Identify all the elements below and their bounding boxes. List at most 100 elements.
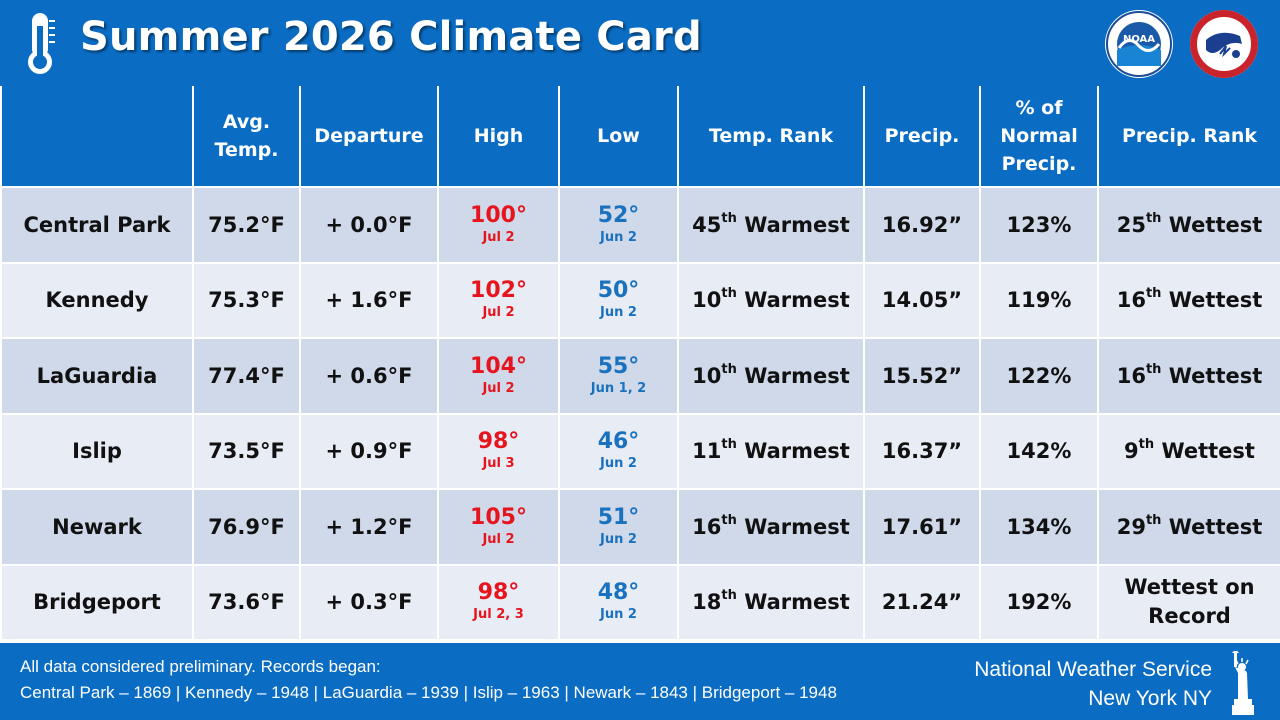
high-temp: 105° [470,504,527,530]
high-temp: 100° [470,202,527,228]
high-cell: 98° Jul 2, 3 [437,563,560,641]
avg-temp: 75.2°F [192,186,301,264]
col-header-precip-rank: Precip. Rank [1097,86,1280,188]
col-header-pct-normal: % of Normal Precip. [979,86,1099,188]
high-temp: 102° [470,278,527,304]
table-header-row: Avg. Temp. Departure High Low Temp. Rank… [0,86,1280,188]
col-header-station [0,86,194,188]
noaa-logo: NOAA [1105,10,1173,78]
avg-temp: 73.6°F [192,563,301,641]
climate-table: Avg. Temp. Departure High Low Temp. Rank… [0,86,1280,641]
table-row: LaGuardia 77.4°F + 0.6°F 104° Jul 2 55° Ju… [0,337,1280,415]
precip-rank: 25th Wettest [1097,186,1280,264]
thermometer-icon [28,13,55,74]
table-row: Bridgeport 73.6°F + 0.3°F 98° Jul 2, 3 48… [0,563,1280,641]
avg-temp: 76.9°F [192,488,301,566]
pct-normal: 119% [979,261,1099,339]
precip: 15.52” [863,337,981,415]
records-began-note: Central Park – 1869 | Kennedy – 1948 | L… [20,683,837,702]
low-date: Jun 1, 2 [590,380,647,396]
col-header-temp-rank: Temp. Rank [677,86,865,188]
avg-temp: 77.4°F [192,337,301,415]
low-cell: 48° Jun 2 [558,563,679,641]
header-bar: Summer 2026 Climate Card NOAA [0,0,1280,86]
pct-normal: 142% [979,412,1099,490]
table-row: Islip 73.5°F + 0.9°F 98° Jul 3 46° Jun 2 1… [0,412,1280,490]
precip: 16.37” [863,412,981,490]
table-row: Central Park 75.2°F + 0.0°F 100° Jul 2 52… [0,186,1280,264]
table-row: Kennedy 75.3°F + 1.6°F 102° Jul 2 50° Jun … [0,261,1280,339]
avg-temp: 75.3°F [192,261,301,339]
high-temp: 98° [477,580,520,606]
departure: + 0.3°F [299,563,439,641]
footer-bar: All data considered preliminary. Records… [0,643,1280,720]
precip: 14.05” [863,261,981,339]
low-date: Jun 2 [600,229,637,245]
temp-rank: 45th Warmest [677,186,865,264]
preliminary-note: All data considered preliminary. Records… [20,657,381,676]
low-temp: 50° [597,278,640,304]
departure: + 0.6°F [299,337,439,415]
low-date: Jun 2 [600,607,637,623]
station-name: Bridgeport [0,563,194,641]
pct-normal: 122% [979,337,1099,415]
departure: + 0.9°F [299,412,439,490]
high-date: Jul 2 [482,229,515,245]
high-date: Jul 2 [482,305,515,321]
high-temp: 104° [470,353,527,379]
temp-rank: 18th Warmest [677,563,865,641]
low-date: Jun 2 [600,456,637,472]
precip: 16.92” [863,186,981,264]
high-cell: 105° Jul 2 [437,488,560,566]
departure: + 1.6°F [299,261,439,339]
precip-rank: 29th Wettest [1097,488,1280,566]
station-name: Islip [0,412,194,490]
low-date: Jun 2 [600,305,637,321]
svg-text:NOAA: NOAA [1123,34,1155,45]
col-header-low: Low [558,86,679,188]
departure: + 1.2°F [299,488,439,566]
departure: + 0.0°F [299,186,439,264]
low-cell: 50° Jun 2 [558,261,679,339]
low-cell: 46° Jun 2 [558,412,679,490]
low-cell: 51° Jun 2 [558,488,679,566]
precip: 17.61” [863,488,981,566]
precip-rank: 16th Wettest [1097,337,1280,415]
nws-logo [1190,10,1258,78]
high-date: Jul 3 [482,456,515,472]
pct-normal: 192% [979,563,1099,641]
high-cell: 104° Jul 2 [437,337,560,415]
table-row: Newark 76.9°F + 1.2°F 105° Jul 2 51° Jun 2… [0,488,1280,566]
precip-rank: 9th Wettest [1097,412,1280,490]
low-temp: 55° [597,353,640,379]
temp-rank: 16th Warmest [677,488,865,566]
low-cell: 55° Jun 1, 2 [558,337,679,415]
low-temp: 46° [597,429,640,455]
page-title: Summer 2026 Climate Card [80,14,702,60]
low-temp: 52° [597,202,640,228]
office-name: National Weather Service New York NY [974,658,1212,710]
high-cell: 98° Jul 3 [437,412,560,490]
precip-rank: 16th Wettest [1097,261,1280,339]
col-header-departure: Departure [299,86,439,188]
high-temp: 98° [477,429,520,455]
station-name: Central Park [0,186,194,264]
temp-rank: 11th Warmest [677,412,865,490]
avg-temp: 73.5°F [192,412,301,490]
high-date: Jul 2, 3 [473,607,524,623]
temp-rank: 10th Warmest [677,337,865,415]
statue-of-liberty-icon [1232,651,1254,715]
high-cell: 102° Jul 2 [437,261,560,339]
low-date: Jun 2 [600,531,637,547]
high-date: Jul 2 [482,380,515,396]
col-header-avg-temp: Avg. Temp. [192,86,301,188]
pct-normal: 134% [979,488,1099,566]
high-cell: 100° Jul 2 [437,186,560,264]
low-temp: 48° [597,580,640,606]
high-date: Jul 2 [482,531,515,547]
temp-rank: 10th Warmest [677,261,865,339]
low-temp: 51° [597,504,640,530]
station-name: Kennedy [0,261,194,339]
precip-rank-record: Wettest on Record [1097,563,1280,641]
col-header-high: High [437,86,560,188]
